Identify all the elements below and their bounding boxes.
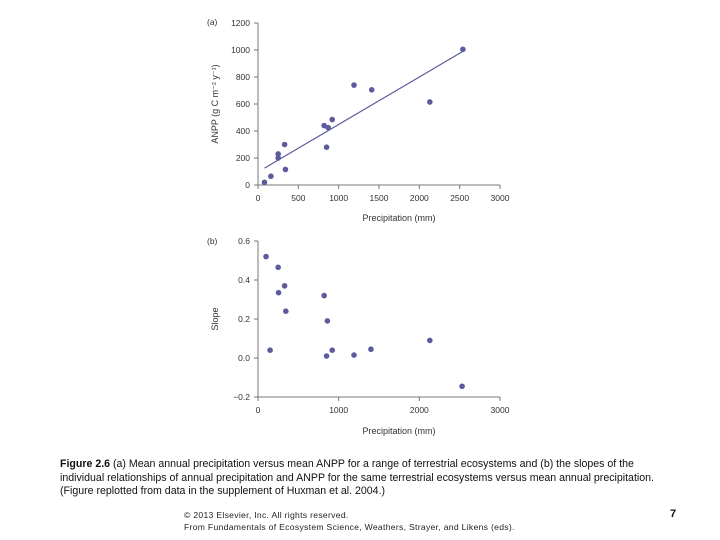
y-tick-label: 0.4 xyxy=(238,275,250,285)
data-point xyxy=(329,116,336,123)
footer: © 2013 Elsevier, Inc. All rights reserve… xyxy=(184,509,515,533)
data-point xyxy=(321,292,327,299)
data-point xyxy=(275,289,282,296)
y-axis-title: Slope xyxy=(210,307,220,330)
data-point xyxy=(351,82,357,88)
y-tick-label: 0.2 xyxy=(238,314,250,324)
data-point xyxy=(324,318,331,324)
data-point xyxy=(261,179,268,186)
x-tick-label: 1500 xyxy=(370,193,389,203)
y-tick-label: 200 xyxy=(236,153,250,163)
data-point xyxy=(368,87,375,93)
data-point xyxy=(323,353,330,359)
y-axis-title: ANPP (g C m⁻² y⁻¹) xyxy=(210,64,220,143)
y-tick-label: 600 xyxy=(236,99,250,109)
y-tick-label: 0 xyxy=(245,180,250,190)
x-tick-label: 500 xyxy=(291,193,305,203)
data-point xyxy=(283,308,289,315)
data-point xyxy=(275,264,281,271)
chart-panel-b: −0.2 0.0 0.2 0.4 0.6 0 1000 2000 3000 (b) Precipit… xyxy=(207,236,510,436)
y-tick-label: 400 xyxy=(236,126,250,136)
data-point xyxy=(263,253,269,260)
x-tick-label: 3000 xyxy=(491,193,510,203)
x-tick-label: 2000 xyxy=(410,193,429,203)
x-axis-title: Precipitation (mm) xyxy=(362,213,435,223)
data-point xyxy=(282,166,289,173)
x-tick-label: 2500 xyxy=(450,193,469,203)
figure-caption: Figure 2.6 (a) Mean annual precipitation… xyxy=(60,458,660,499)
data-point xyxy=(323,144,330,150)
x-tick-label: 0 xyxy=(256,193,261,203)
data-point xyxy=(267,347,273,354)
y-tick-label: 1000 xyxy=(231,45,250,55)
page-number: 7 xyxy=(670,508,677,520)
x-tick-label: 1000 xyxy=(329,193,348,203)
y-tick-label: 1200 xyxy=(231,18,250,28)
data-point xyxy=(460,46,466,53)
data-point xyxy=(427,337,433,344)
regression-line xyxy=(264,50,464,169)
y-tick-label: 0.6 xyxy=(238,236,250,246)
data-point xyxy=(275,155,281,161)
data-point xyxy=(275,151,281,157)
data-point xyxy=(368,346,374,353)
caption-label: Figure 2.6 xyxy=(60,458,111,470)
data-point xyxy=(281,141,288,148)
chart-panel-a: 0 200 400 600 800 1000 1200 0 500 1000 1500 2000 250… xyxy=(207,17,510,223)
data-point xyxy=(281,283,288,289)
y-tick-label: 800 xyxy=(236,72,250,82)
footer-copyright: © 2013 Elsevier, Inc. All rights reserve… xyxy=(184,510,349,520)
x-axis-title: Precipitation (mm) xyxy=(362,426,435,436)
panel-label: (a) xyxy=(207,17,218,27)
data-point xyxy=(329,347,336,354)
caption-text: (a) Mean annual precipitation versus mea… xyxy=(60,458,654,497)
x-tick-label: 1000 xyxy=(329,405,348,415)
data-point xyxy=(325,124,331,131)
panel-label: (b) xyxy=(207,236,218,246)
y-tick-label: −0.2 xyxy=(233,392,250,402)
data-point xyxy=(459,383,465,390)
x-tick-label: 2000 xyxy=(410,405,429,415)
x-tick-label: 0 xyxy=(256,405,261,415)
figure-plots: 0 200 400 600 800 1000 1200 0 500 1000 1500 2000 250… xyxy=(207,17,510,436)
data-point xyxy=(268,173,274,180)
data-point xyxy=(427,99,433,105)
y-tick-label: 0.0 xyxy=(238,353,250,363)
data-point xyxy=(351,352,357,358)
x-tick-label: 3000 xyxy=(491,405,510,415)
footer-source: From Fundamentals of Ecosystem Science, … xyxy=(184,522,515,532)
